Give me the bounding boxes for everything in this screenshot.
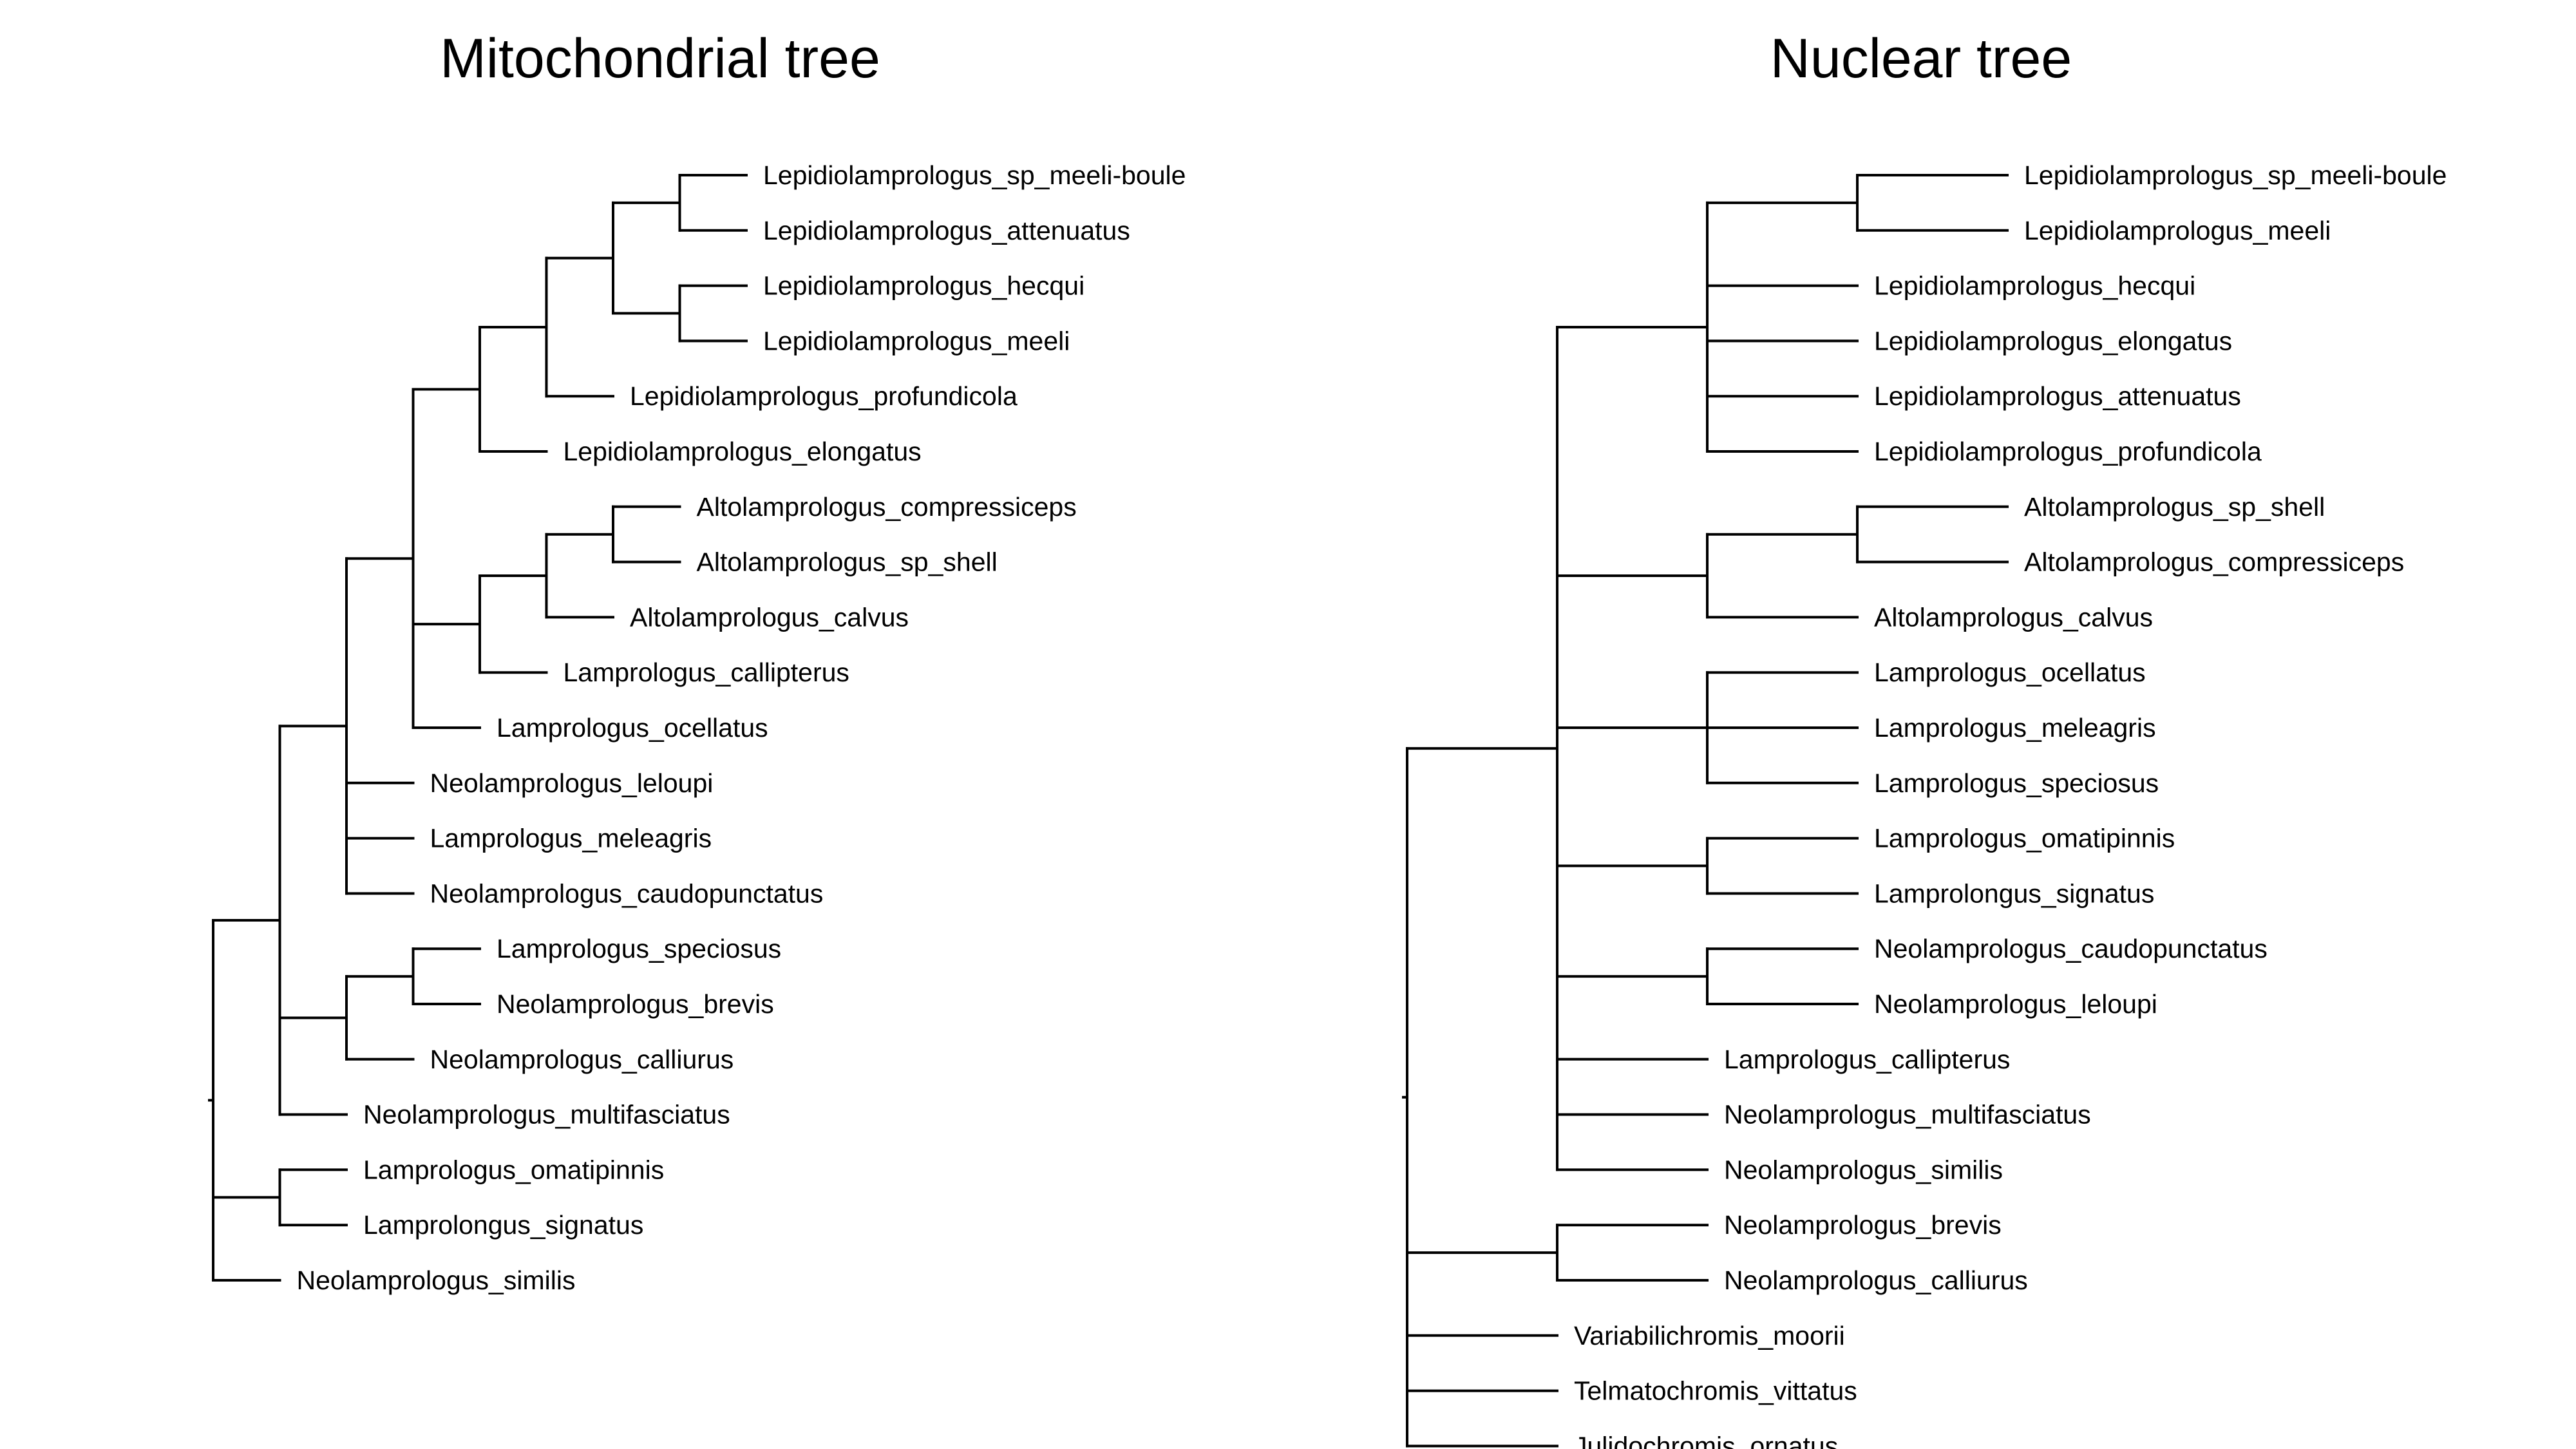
nuclear-leaf-label-lamprologus-ocellatus: Lamprologus_ocellatus: [1874, 658, 2146, 687]
nuclear-leaf-label-lamprologus-speciosus: Lamprologus_speciosus: [1874, 768, 2159, 798]
nuclear-leaf-label-neolamprologus-caudopunctatus: Neolamprologus_caudopunctatus: [1874, 934, 2268, 963]
mitochondrial-leaf-label-altolamprologus-compressiceps: Altolamprologus_compressiceps: [697, 492, 1077, 522]
nuclear-leaf-label-lamprologus-meleagris: Lamprologus_meleagris: [1874, 713, 2156, 743]
nuclear-leaf-label-neolamprologus-brevis: Neolamprologus_brevis: [1724, 1210, 2002, 1240]
mitochondrial-leaf-label-altolamprologus-calvus: Altolamprologus_calvus: [630, 602, 909, 632]
mitochondrial-leaf-label-lamprologus-ocellatus: Lamprologus_ocellatus: [497, 713, 768, 743]
mitochondrial-leaf-label-neolamprologus-leloupi: Neolamprologus_leloupi: [430, 768, 714, 798]
nuclear-tree-leaf-labels: Lepidiolamprologus_sp_meeli-boule Lepidio…: [1574, 160, 2447, 1449]
nuclear-leaf-label-altolamprologus-sp-shell: Altolamprologus_sp_shell: [2024, 492, 2325, 522]
nuclear-tree-branches: [1402, 174, 2009, 1448]
nuclear-leaf-label-lepidiolamprologus-elongatus: Lepidiolamprologus_elongatus: [1874, 326, 2232, 355]
nuclear-leaf-label-lepidiolamprologus-attenuatus: Lepidiolamprologus_attenuatus: [1874, 381, 2241, 411]
nuclear-leaf-label-variabilichromis-moorii: Variabilichromis_moorii: [1574, 1321, 1845, 1350]
mitochondrial-leaf-label-lepidiolamprologus-profundicola: Lepidiolamprologus_profundicola: [630, 381, 1018, 411]
mitochondrial-leaf-label-lamprologus-callipterus: Lamprologus_callipterus: [564, 658, 849, 687]
nuclear-leaf-label-neolamprologus-calliurus: Neolamprologus_calliurus: [1724, 1265, 2028, 1295]
mitochondrial-leaf-label-lepidiolamprologus-sp-meeli-boule: Lepidiolamprologus_sp_meeli-boule: [763, 160, 1186, 190]
mitochondrial-leaf-label-neolamprologus-calliurus: Neolamprologus_calliurus: [430, 1045, 734, 1074]
mitochondrial-leaf-label-neolamprologus-caudopunctatus: Neolamprologus_caudopunctatus: [430, 878, 824, 908]
nuclear-leaf-label-lamprologus-callipterus: Lamprologus_callipterus: [1724, 1045, 2010, 1074]
nuclear-tree-panel: Nuclear tree Lepidiolamprologus_sp_meeli…: [1402, 28, 2447, 1449]
nuclear-leaf-label-altolamprologus-calvus: Altolamprologus_calvus: [1874, 602, 2153, 632]
mitochondrial-leaf-label-lepidiolamprologus-attenuatus: Lepidiolamprologus_attenuatus: [763, 216, 1130, 245]
nuclear-tree-title: Nuclear tree: [1770, 28, 2072, 90]
mitochondrial-leaf-label-altolamprologus-sp-shell: Altolamprologus_sp_shell: [697, 547, 998, 577]
mitochondrial-leaf-label-lamprolongus-signatus: Lamprolongus_signatus: [363, 1210, 643, 1240]
mitochondrial-leaf-label-lamprologus-speciosus: Lamprologus_speciosus: [497, 934, 781, 963]
mitochondrial-tree-title: Mitochondrial tree: [440, 28, 880, 90]
mitochondrial-leaf-label-neolamprologus-similis: Neolamprologus_similis: [297, 1265, 576, 1295]
nuclear-leaf-label-neolamprologus-multifasciatus: Neolamprologus_multifasciatus: [1724, 1100, 2091, 1130]
mitochondrial-leaf-label-neolamprologus-multifasciatus: Neolamprologus_multifasciatus: [363, 1100, 730, 1130]
mitochondrial-leaf-label-lepidiolamprologus-elongatus: Lepidiolamprologus_elongatus: [564, 437, 922, 466]
nuclear-leaf-label-altolamprologus-compressiceps: Altolamprologus_compressiceps: [2024, 547, 2404, 577]
nuclear-leaf-label-neolamprologus-similis: Neolamprologus_similis: [1724, 1155, 2003, 1184]
mitochondrial-leaf-label-neolamprologus-brevis: Neolamprologus_brevis: [497, 989, 774, 1019]
nuclear-leaf-label-julidochromis-ornatus: Julidochromis_ornatus: [1574, 1431, 1838, 1449]
nuclear-leaf-label-lepidiolamprologus-meeli: Lepidiolamprologus_meeli: [2024, 216, 2331, 245]
mitochondrial-leaf-label-lamprologus-omatipinnis: Lamprologus_omatipinnis: [363, 1155, 664, 1184]
nuclear-leaf-label-lamprologus-omatipinnis: Lamprologus_omatipinnis: [1874, 824, 2175, 853]
nuclear-leaf-label-lepidiolamprologus-hecqui: Lepidiolamprologus_hecqui: [1874, 271, 2195, 301]
mitochondrial-tree-leaf-labels: Lepidiolamprologus_sp_meeli-boule Lepidio…: [297, 160, 1186, 1295]
mitochondrial-leaf-label-lepidiolamprologus-meeli: Lepidiolamprologus_meeli: [763, 326, 1070, 355]
nuclear-leaf-label-neolamprologus-leloupi: Neolamprologus_leloupi: [1874, 989, 2157, 1019]
mitochondrial-leaf-label-lamprologus-meleagris: Lamprologus_meleagris: [430, 824, 712, 853]
nuclear-leaf-label-lepidiolamprologus-sp-meeli-boule: Lepidiolamprologus_sp_meeli-boule: [2024, 160, 2447, 190]
nuclear-leaf-label-telmatochromis-vittatus: Telmatochromis_vittatus: [1574, 1376, 1857, 1406]
nuclear-leaf-label-lepidiolamprologus-profundicola: Lepidiolamprologus_profundicola: [1874, 437, 2262, 466]
mitochondrial-tree-panel: Mitochondrial tree Lepidiolamprologus_sp…: [208, 28, 1186, 1295]
mitochondrial-leaf-label-lepidiolamprologus-hecqui: Lepidiolamprologus_hecqui: [763, 271, 1084, 301]
mitochondrial-tree-branches: [208, 174, 748, 1282]
nuclear-leaf-label-lamprolongus-signatus: Lamprolongus_signatus: [1874, 878, 2154, 908]
